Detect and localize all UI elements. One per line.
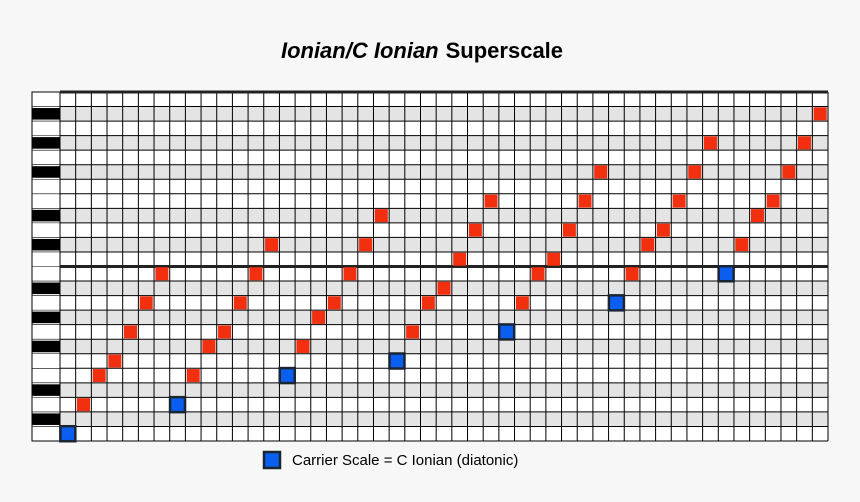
scale-note [343,267,357,281]
scale-note [374,209,388,223]
carrier-note [717,265,735,283]
scale-note [672,194,686,208]
scale-note [797,136,811,150]
carrier-note [59,424,77,443]
row [60,295,828,311]
scale-note [578,194,592,208]
black-key [32,108,60,120]
scale-note [249,267,263,281]
scale-note [468,223,482,237]
black-key [32,282,60,295]
carrier-note [278,366,297,385]
black-key [32,340,60,353]
scale-note [202,339,216,353]
row [60,382,828,398]
row [60,121,828,136]
scale-note [656,223,670,237]
row [60,135,828,151]
scale-note [703,136,717,150]
carrier-note [607,294,626,312]
row [60,193,828,209]
scale-note [531,267,545,281]
scale-note [108,354,122,368]
row [60,368,828,383]
scale-note [124,325,138,339]
row [60,251,828,267]
scale-note [813,107,827,121]
title-italic: Ionian/C Ionian [281,38,439,63]
row [60,310,828,325]
scale-note [562,223,576,237]
scale-note [437,281,451,295]
scale-note [766,194,780,208]
scale-note [186,369,200,383]
row [60,397,828,412]
scale-note [265,238,279,252]
scale-note [735,238,749,252]
row [60,179,828,194]
scale-note [327,296,341,310]
scale-note [139,296,153,310]
row [60,208,828,223]
row [60,92,828,107]
scale-note [406,325,420,339]
legend-swatch [262,450,282,470]
grid [31,90,829,443]
row [60,266,828,282]
title-plain: Superscale [446,38,563,63]
scale-note [484,194,498,208]
scale-note [515,296,529,310]
row [60,106,828,122]
title: Ionian/C Ionian Superscale [281,38,563,63]
black-key [32,209,60,222]
scale-note [92,369,106,383]
carrier-note [497,323,516,341]
row [60,411,828,427]
scale-note [421,296,435,310]
scale-note [233,296,247,310]
row [60,150,828,165]
row [60,237,828,252]
scale-note [453,252,467,266]
scale-note [359,238,373,252]
row [60,222,828,238]
carrier-note [168,395,187,414]
scale-note [625,267,639,281]
scale-note [688,165,702,179]
scale-note [296,339,310,353]
black-key [32,413,60,425]
scale-note [312,310,326,324]
scale-note [547,252,561,266]
black-key [32,166,60,178]
scale-note [750,209,764,223]
black-key [32,311,60,324]
scale-note [155,267,169,281]
scale-note [641,238,655,252]
black-key [32,137,60,149]
legend-label: Carrier Scale = C Ionian (diatonic) [292,452,518,469]
carrier-note [388,352,406,370]
row [60,426,828,441]
row [60,164,828,180]
scale-note [782,165,796,179]
scale-note [77,398,91,412]
black-key [32,238,60,251]
row [60,353,828,369]
row [60,339,828,354]
row [60,324,828,340]
scale-note [594,165,608,179]
black-key [32,384,60,396]
scale-note [218,325,232,339]
